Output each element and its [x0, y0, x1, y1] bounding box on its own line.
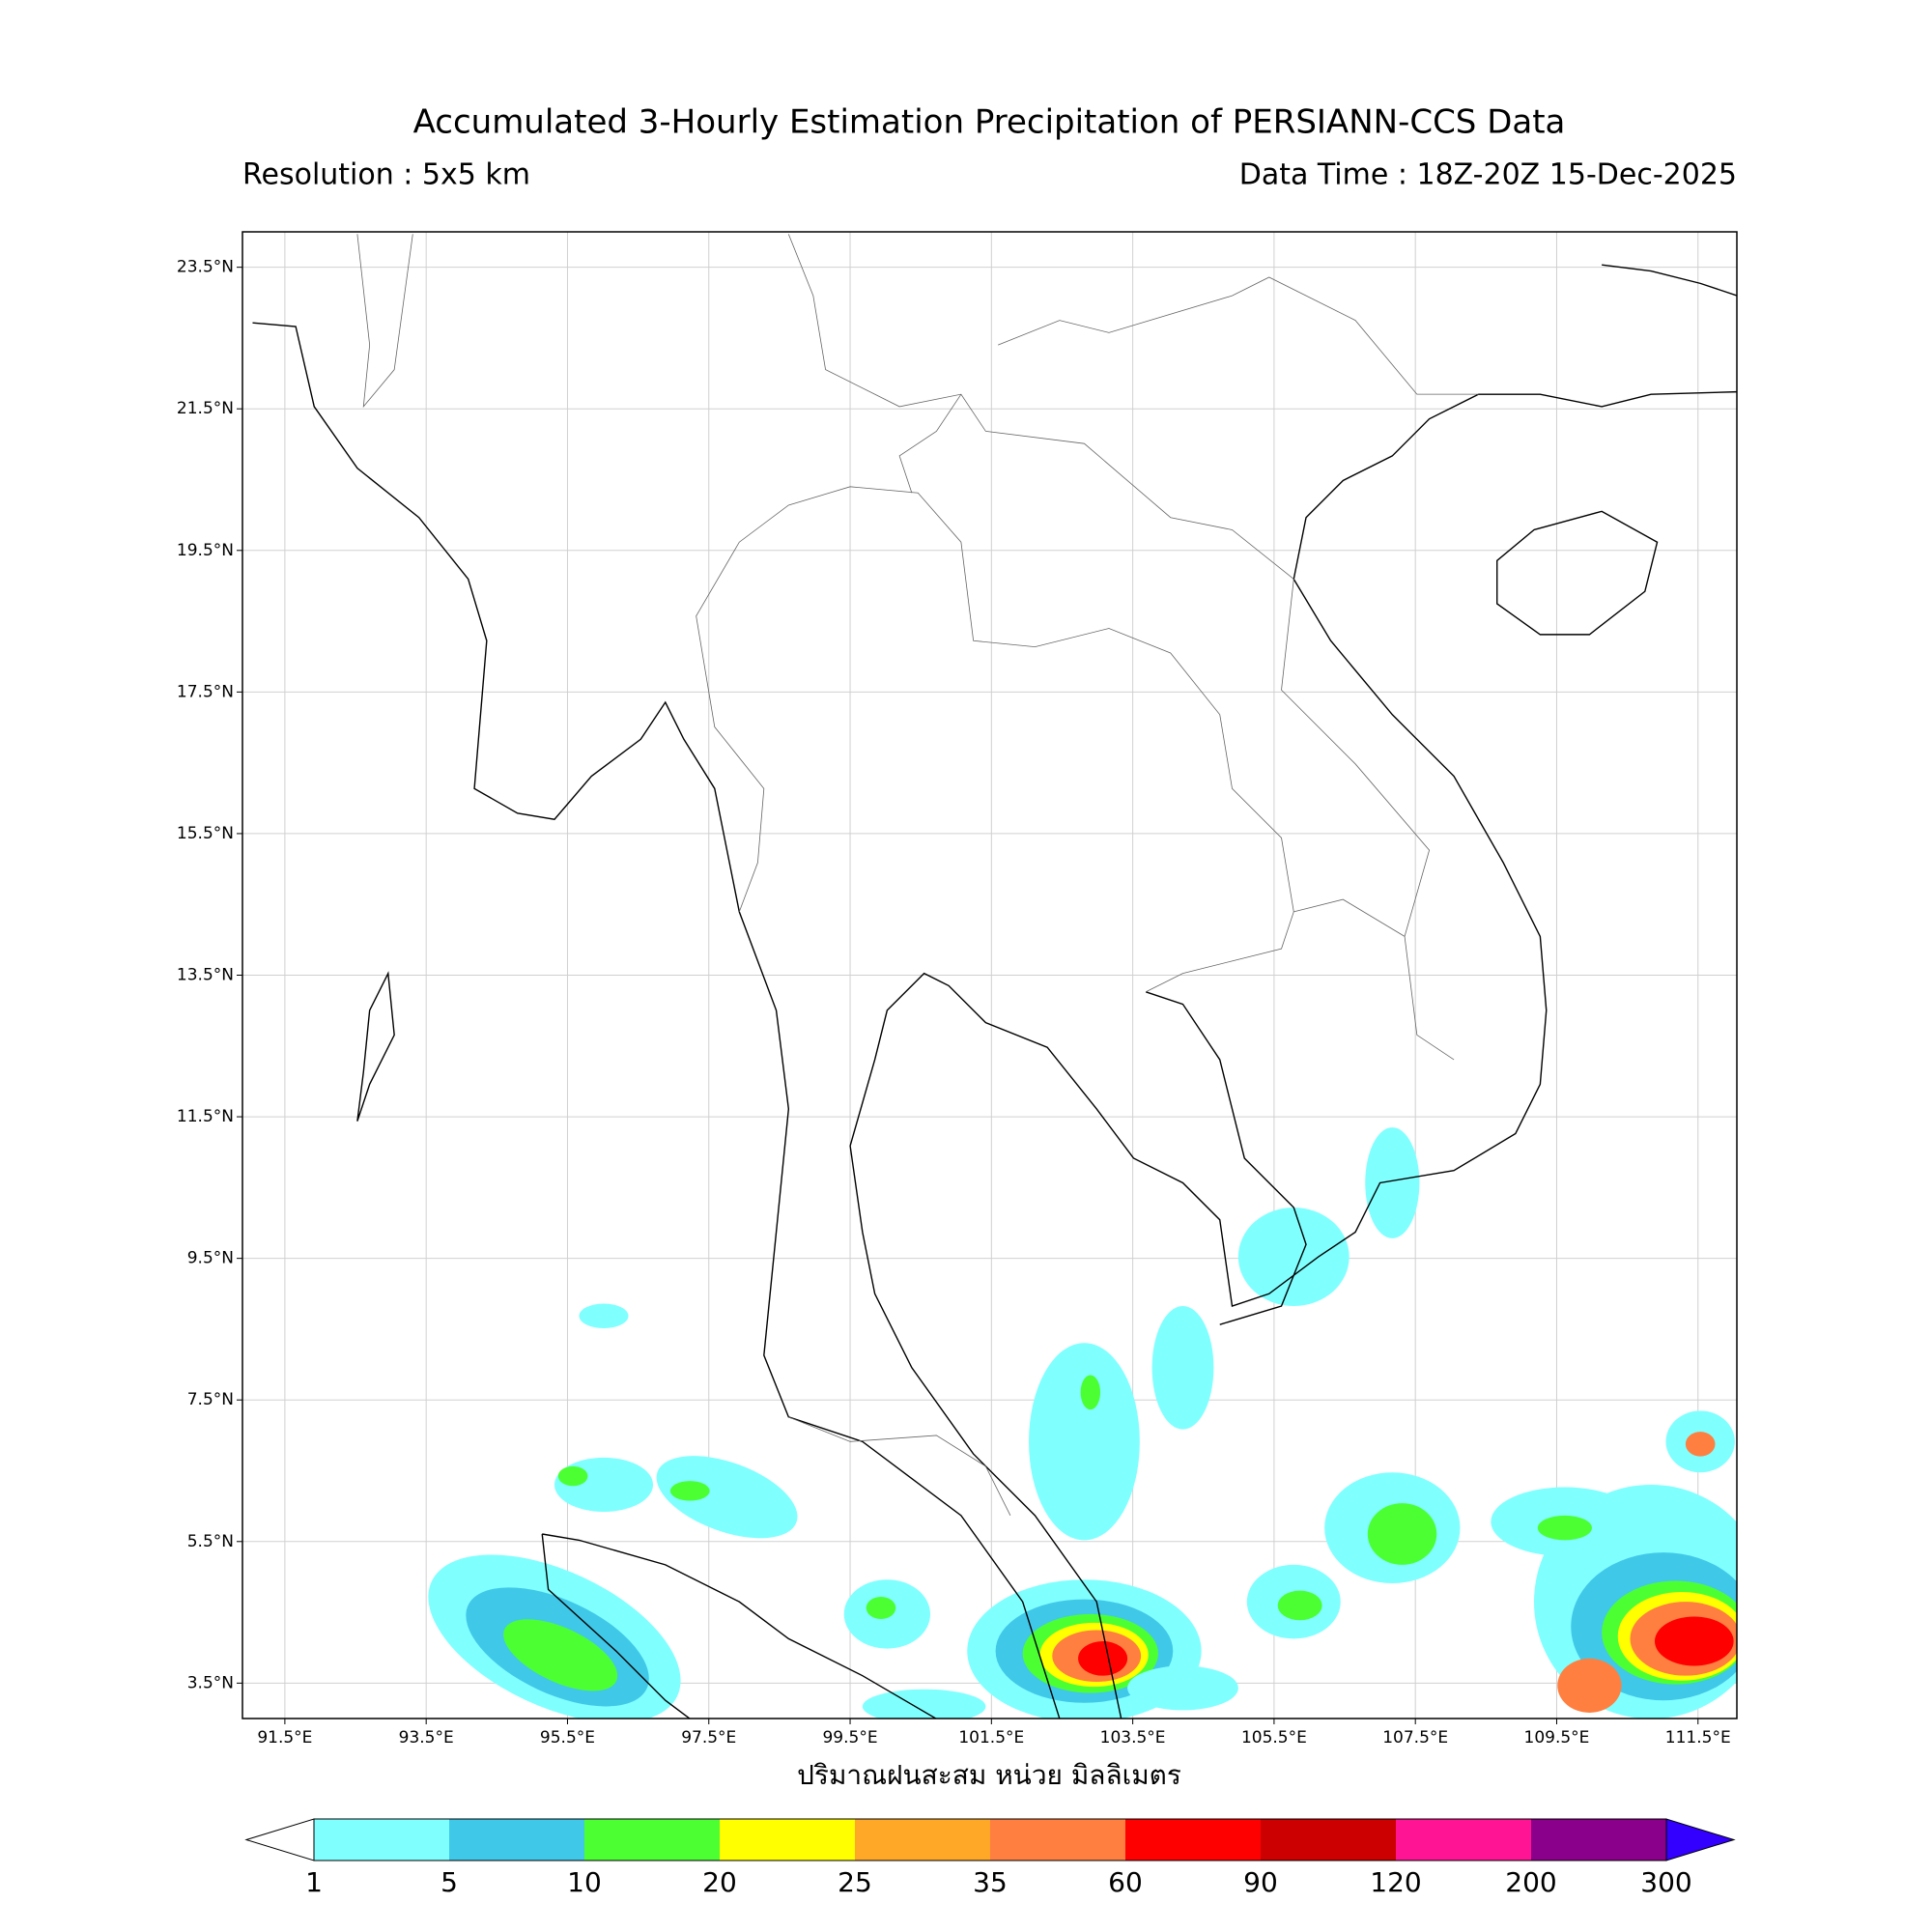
colorbar-label: 5 — [440, 1866, 458, 1898]
colorbar-segment — [449, 1819, 584, 1861]
title: Accumulated 3-Hourly Estimation Precipit… — [413, 103, 1566, 142]
colorbar-under — [244, 1818, 315, 1861]
y-tick-label: 13.5°N — [177, 966, 234, 985]
colorbar: 1 5 10 20 25 35 60 90 120 200 300 — [244, 1818, 1736, 1898]
y-tick-label: 21.5°N — [177, 399, 234, 418]
colorbar-segment — [720, 1819, 855, 1861]
x-tick-label: 101.5°E — [958, 1728, 1024, 1747]
x-tick-label: 109.5°E — [1524, 1728, 1590, 1747]
y-tick-label: 11.5°N — [177, 1107, 234, 1126]
rain-cell — [1246, 1410, 1735, 1639]
resolution: Resolution : 5x5 km — [242, 158, 530, 192]
colorbar-segment — [990, 1819, 1125, 1861]
x-tick-label: 103.5°E — [1100, 1728, 1166, 1747]
colorbar-label: 200 — [1505, 1866, 1556, 1898]
x-tick-label: 105.5°E — [1241, 1728, 1307, 1747]
x-tick-label: 97.5°E — [681, 1728, 736, 1747]
colorbar-label: 25 — [838, 1866, 872, 1898]
colorbar-over — [1665, 1818, 1736, 1861]
rain-cell — [554, 1127, 1420, 1719]
colorbar-segment — [1531, 1819, 1666, 1861]
colorbar-label: 10 — [567, 1866, 602, 1898]
colorbar-label: 20 — [702, 1866, 737, 1898]
precipitation — [428, 1127, 1737, 1719]
y-tick-label: 9.5°N — [187, 1249, 234, 1268]
y-tick-label: 5.5°N — [187, 1532, 234, 1551]
y-tick-label: 19.5°N — [177, 541, 234, 560]
colorbar-label: 1 — [305, 1866, 323, 1898]
y-tick-label: 3.5°N — [187, 1673, 234, 1692]
y-tick-label: 17.5°N — [177, 682, 234, 701]
x-tick-label: 107.5°E — [1382, 1728, 1448, 1747]
rain-cell — [557, 1375, 1101, 1620]
map-area — [252, 234, 1737, 1719]
x-tick-label: 93.5°E — [399, 1728, 454, 1747]
y-tick-label: 23.5°N — [177, 258, 234, 277]
colorbar-label: 90 — [1243, 1866, 1278, 1898]
y-tick-label: 15.5°N — [177, 824, 234, 843]
colorbar-segment — [1396, 1819, 1531, 1861]
colorbar-label: 120 — [1370, 1866, 1421, 1898]
x-tick-label: 91.5°E — [257, 1728, 312, 1747]
colorbar-label: 35 — [973, 1866, 1008, 1898]
rain-cell — [428, 1554, 681, 1719]
grid — [242, 232, 1737, 1719]
y-tick-label: 7.5°N — [187, 1390, 234, 1409]
colorbar-segment — [584, 1819, 720, 1861]
x-tick-label: 95.5°E — [540, 1728, 595, 1747]
data-time: Data Time : 18Z-20Z 15-Dec-2025 — [1239, 158, 1737, 192]
colorbar-segment — [855, 1819, 990, 1861]
colorbar-frame — [313, 1818, 1667, 1861]
rain-cell — [1534, 1485, 1737, 1719]
x-tick-label: 111.5°E — [1665, 1728, 1731, 1747]
x-tick-label: 99.5°E — [822, 1728, 877, 1747]
colorbar-segment — [1125, 1819, 1261, 1861]
borders — [357, 234, 1479, 1516]
colorbar-label: 300 — [1640, 1866, 1691, 1898]
x-axis-label: ปริมาณฝนสะสม หน่วย มิลลิเมตร — [797, 1759, 1181, 1791]
colorbar-segment — [314, 1819, 449, 1861]
colorbar-label: 60 — [1108, 1866, 1143, 1898]
colorbar-segment — [1261, 1819, 1396, 1861]
